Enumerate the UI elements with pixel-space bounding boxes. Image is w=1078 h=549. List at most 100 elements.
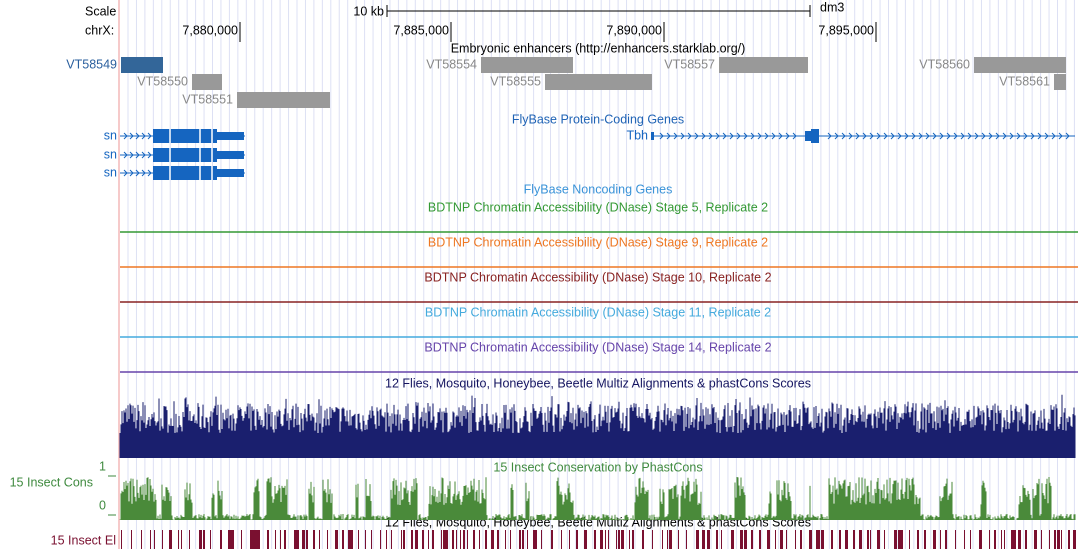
strand-arrow: [147, 151, 152, 159]
utr: [651, 132, 654, 140]
element: [1049, 530, 1050, 549]
strand-arrow: [869, 132, 874, 140]
element: [979, 530, 982, 549]
element: [955, 530, 956, 549]
enhancer: [974, 57, 1066, 73]
element: [181, 530, 182, 549]
element: [831, 530, 833, 549]
element: [280, 530, 281, 549]
gene-label: Tbh: [626, 128, 648, 142]
element: [1025, 530, 1027, 549]
enhancer-label: VT58554: [426, 57, 477, 71]
strand-arrow: [123, 132, 128, 140]
strand-arrow: [953, 132, 958, 140]
element: [584, 530, 587, 549]
element: [401, 530, 402, 549]
element: [621, 530, 624, 549]
chrom-label: chrX:: [85, 23, 114, 37]
strand-arrow: [827, 132, 832, 140]
enhancer-label: VT58560: [919, 57, 970, 71]
element: [751, 530, 753, 549]
element: [898, 530, 901, 549]
element: [902, 530, 903, 549]
element: [267, 530, 269, 549]
element: [1018, 530, 1021, 549]
element: [121, 530, 122, 549]
element: [1041, 530, 1042, 549]
element: [319, 530, 320, 549]
element: [662, 530, 663, 549]
strand-arrow: [967, 132, 972, 140]
element: [839, 530, 841, 549]
element: [432, 530, 434, 549]
enhancer: [192, 74, 222, 90]
element: [1054, 530, 1056, 549]
element: [1061, 530, 1062, 549]
element: [1034, 530, 1037, 549]
element: [909, 530, 910, 549]
strand-arrow: [673, 132, 678, 140]
strand-arrow: [1030, 132, 1035, 140]
element: [259, 530, 260, 549]
side-label: 15 Insect Cons: [10, 475, 93, 489]
element: [230, 530, 232, 549]
element: [786, 530, 787, 549]
element: [232, 530, 234, 549]
strand-arrow: [1051, 132, 1056, 140]
strand-arrow: [1058, 132, 1063, 140]
element: [463, 530, 465, 549]
strand-arrow: [701, 132, 706, 140]
strand-arrow: [743, 132, 748, 140]
strand-arrow: [974, 132, 979, 140]
element: [380, 530, 381, 549]
element: [460, 530, 461, 549]
element: [358, 530, 359, 549]
gene-label: sn: [104, 128, 117, 142]
element: [210, 530, 211, 549]
element: [411, 530, 413, 549]
element: [294, 530, 297, 549]
track-title: Embryonic enhancers (http://enhancers.st…: [451, 41, 746, 55]
strand-arrow: [666, 132, 671, 140]
gene-label: sn: [104, 165, 117, 179]
element: [795, 530, 796, 549]
strand-arrow: [981, 132, 986, 140]
enhancer: [1054, 74, 1066, 90]
element: [667, 530, 668, 549]
strand-arrow: [911, 132, 916, 140]
element: [618, 530, 620, 549]
enhancer-label: VT58555: [490, 74, 541, 88]
enhancer-label: VT58549: [66, 57, 117, 71]
element: [809, 530, 812, 549]
strand-arrow: [897, 132, 902, 140]
element: [306, 530, 308, 549]
element: [859, 530, 862, 549]
element: [652, 530, 653, 549]
track-title: FlyBase Protein-Coding Genes: [512, 112, 684, 126]
element: [415, 530, 418, 549]
strand-arrow: [946, 132, 951, 140]
element: [386, 530, 387, 549]
strand-arrow: [1016, 132, 1021, 140]
element: [505, 530, 506, 549]
element: [297, 530, 299, 549]
strand-arrow: [883, 132, 888, 140]
element: [775, 530, 776, 549]
assembly: dm3: [820, 0, 844, 14]
enhancer: [237, 92, 330, 108]
strand-arrow: [141, 132, 146, 140]
element: [608, 530, 609, 549]
element: [510, 530, 511, 549]
conservation-signal: [119, 477, 1076, 520]
track-title: BDTNP Chromatin Accessibility (DNase) St…: [428, 235, 768, 249]
element: [780, 530, 783, 549]
position-label: 7,885,000: [393, 23, 449, 37]
element: [199, 530, 202, 549]
multiz-signal: [119, 394, 1076, 458]
element: [731, 530, 734, 549]
element: [220, 530, 222, 549]
enhancer: [121, 57, 163, 73]
element: [816, 530, 818, 549]
element: [800, 530, 802, 549]
element: [900, 530, 903, 549]
